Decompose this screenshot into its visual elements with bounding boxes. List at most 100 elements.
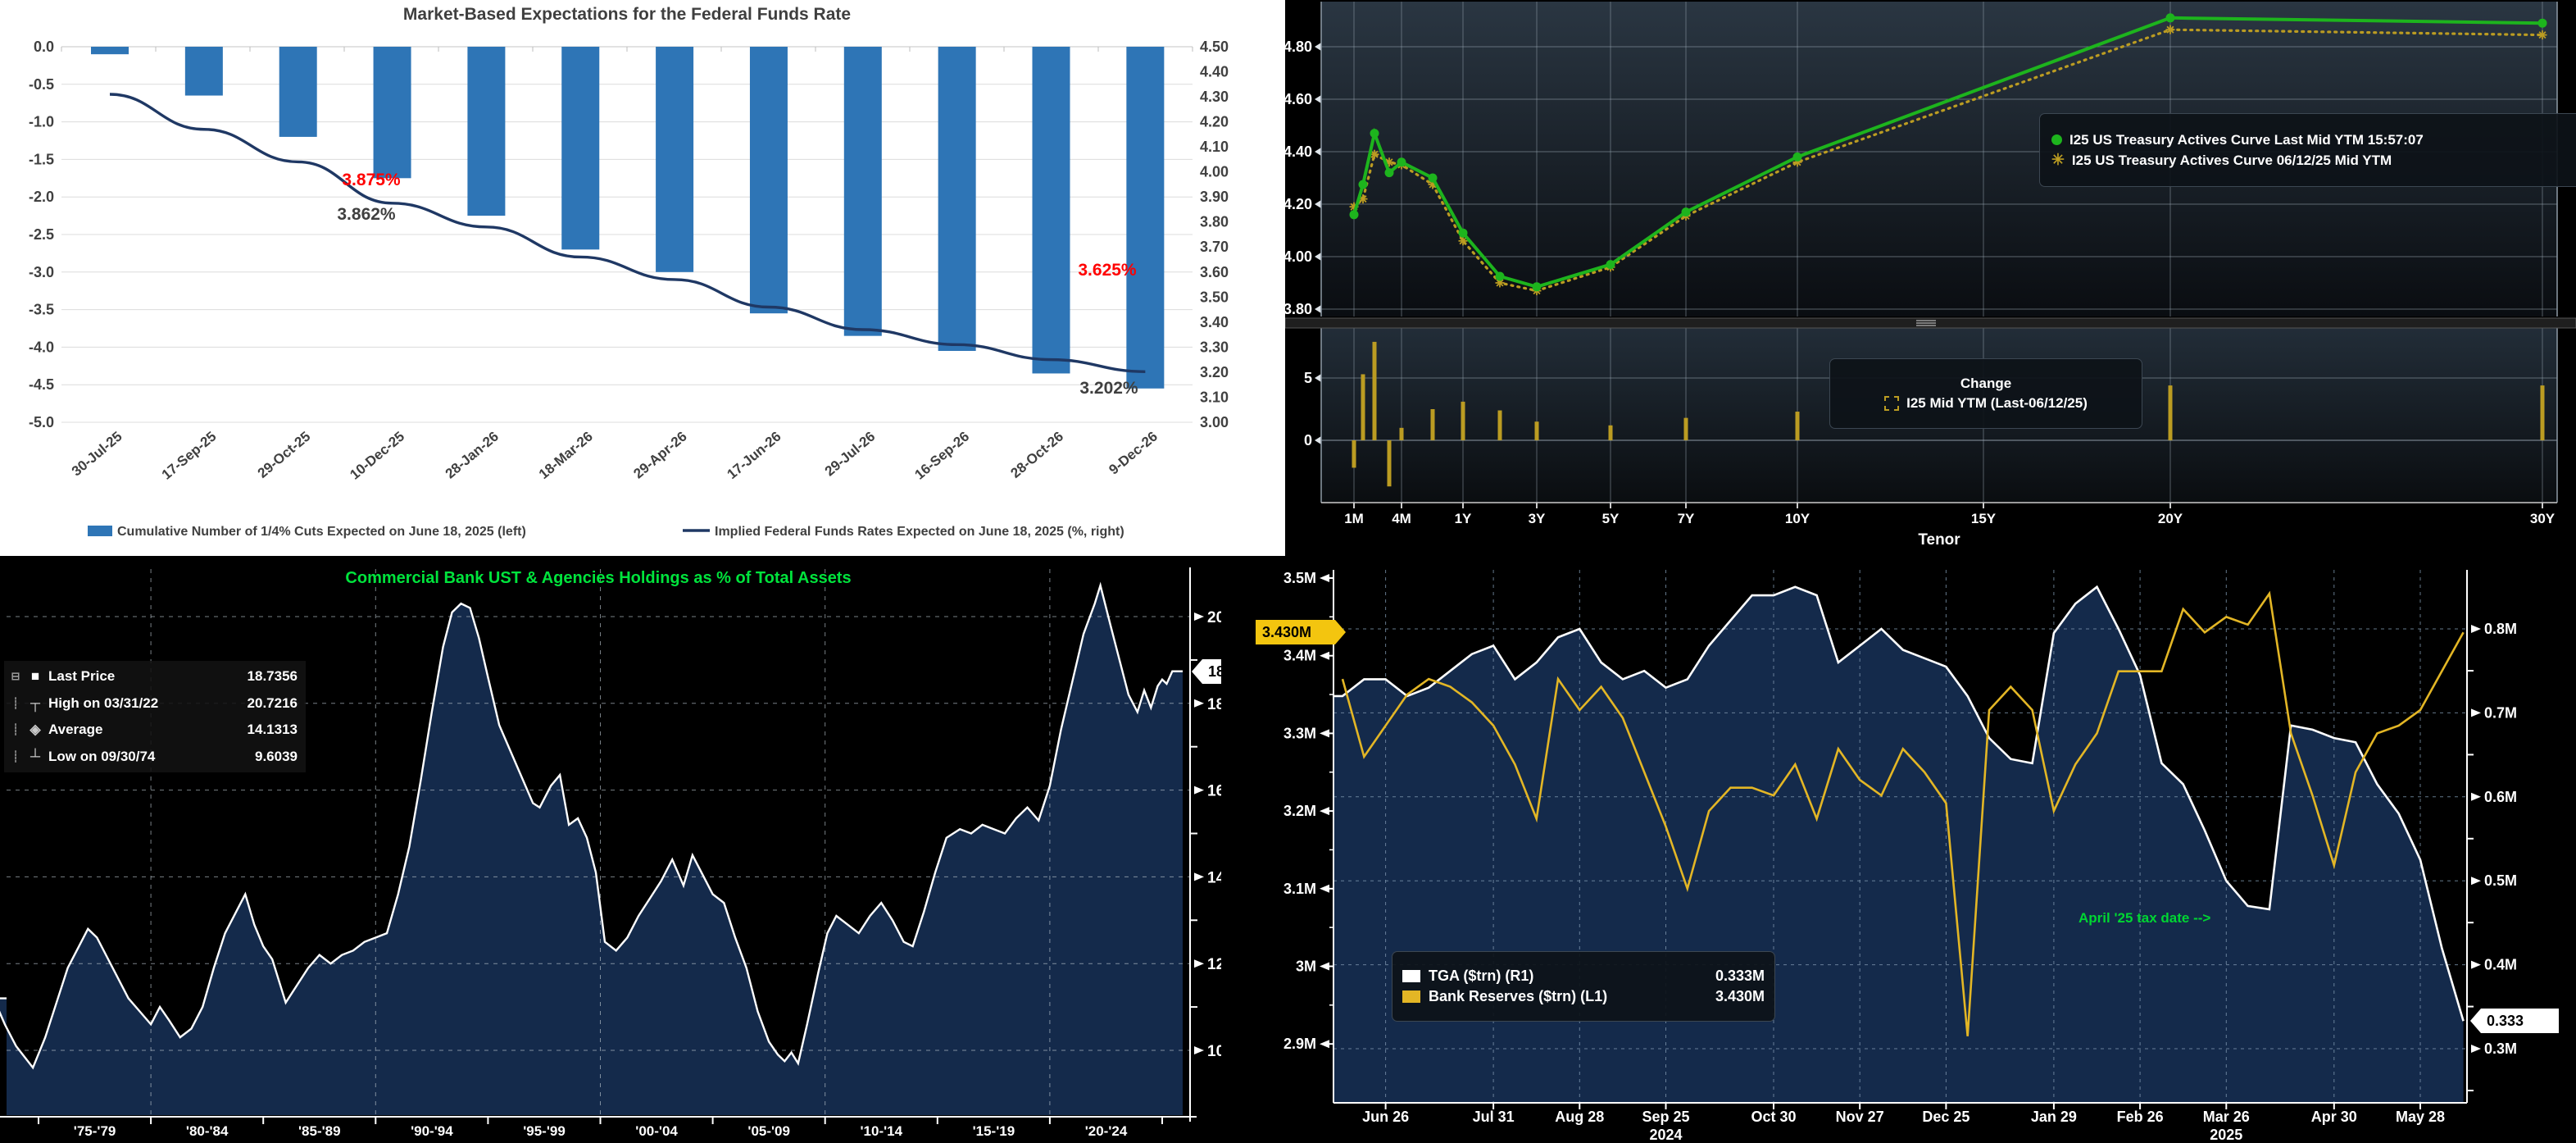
tga-axis-tick: 0.4M: [2484, 957, 2517, 973]
axis-arrow-icon: [1320, 574, 1329, 582]
stat-value: 14.1313: [247, 722, 298, 738]
change-panel-legend[interactable]: Change I25 Mid YTM (Last-06/12/25): [1829, 358, 2142, 429]
cuts-bar: [1126, 47, 1165, 389]
tree-line: ┊: [12, 723, 19, 736]
axis-arrow-icon: [1315, 436, 1321, 444]
tga-reserves-legend[interactable]: TGA ($trn) (R1) 0.333M Bank Reserves ($t…: [1392, 951, 1775, 1022]
curve-point-marker: [2537, 18, 2547, 28]
curve-point-marker: [1370, 129, 1379, 139]
period-tick-label: '95-'99: [523, 1123, 566, 1139]
annotation-oct26-dot: 3.625%: [1078, 261, 1137, 280]
curve-point-marker: [1349, 210, 1359, 220]
holdings-stats-legend[interactable]: ⊟ ■ Last Price 18.7356 ┊ ┬ High on 03/31/22 20…: [4, 661, 306, 772]
tenor-tick-label: 1Y: [1455, 511, 1472, 526]
change-bar: [1608, 425, 1613, 440]
tl-left-axis-tick: -2.5: [29, 226, 54, 243]
stat-label: Average: [48, 722, 103, 738]
tl-x-label: 29-Apr-26: [630, 429, 689, 482]
tl-right-axis-tick: 3.10: [1200, 389, 1229, 405]
reserves-axis-tick: 2.9M: [1283, 1036, 1316, 1052]
tga-line: [1333, 585, 2465, 1022]
axis-arrow-icon: [1194, 872, 1204, 881]
axis-arrow-icon: [1315, 305, 1321, 313]
panel-tga-bank-reserves: 0.8M 0.7M 0.6M 0.5M 0.4M 0.3M 3.5M 3.4M 3.3M 3.2M…: [1221, 566, 2576, 1143]
change-bar: [1497, 410, 1502, 440]
date-tick-label: Mar 26: [2203, 1109, 2250, 1125]
tl-legend-bars: Cumulative Number of 1/4% Cuts Expected …: [117, 525, 526, 539]
tl-left-axis-tick: -4.5: [29, 376, 54, 393]
axis-arrow-icon: [1315, 200, 1321, 208]
tl-right-axis-tick: 3.80: [1200, 214, 1229, 230]
treasury-curve-chart[interactable]: 1M 4M 1Y 3Y 5Y 7Y 10Y 15Y 20Y 30Y 4.80 4.60 4.40 4.20…: [1285, 0, 2576, 566]
date-tick-label: Jun 26: [1362, 1109, 1409, 1125]
axis-arrow-icon: [1320, 807, 1329, 816]
tree-expander-icon[interactable]: ⊟: [11, 670, 20, 682]
reserves-axis-tick: 3.3M: [1283, 725, 1316, 741]
tl-right-axis-tick: 4.10: [1200, 139, 1229, 155]
curve-point-marker: [1428, 173, 1438, 183]
green-dot-icon: [2051, 134, 2062, 145]
tl-left-axis-tick: -2.0: [29, 189, 54, 205]
asterisk-marker: [1496, 279, 1504, 287]
treasury-curve-legend[interactable]: I25 US Treasury Actives Curve Last Mid Y…: [2039, 113, 2576, 187]
tree-line: ┊: [12, 749, 19, 763]
stat-label: High on 03/31/22: [48, 694, 159, 711]
tga-legend-label: TGA ($trn) (R1): [1429, 968, 1534, 984]
tl-right-axis-tick: 3.90: [1200, 189, 1229, 205]
period-tick-label: '00-'04: [635, 1123, 678, 1139]
panel-fed-funds-expectations: Market-Based Expectations for the Federa…: [0, 0, 1285, 566]
cuts-bar: [561, 47, 600, 250]
tl-right-axis-tick: 3.40: [1200, 314, 1229, 330]
axis-arrow-icon: [2471, 960, 2481, 969]
reserves-axis-tick: 3.4M: [1283, 648, 1316, 664]
date-tick-label: Jan 29: [2031, 1109, 2077, 1125]
tl-x-label: 17-Sep-25: [159, 429, 220, 483]
holdings-axis-tick: 20.00: [1207, 609, 1221, 626]
fed-funds-chart[interactable]: 0.0 -0.5 -1.0 -1.5 -2.0 -2.5 -3.0 -3.5 -4.0 -4.5 -…: [0, 0, 1285, 556]
axis-arrow-icon: [1320, 884, 1329, 893]
axis-arrow-icon: [2471, 708, 2481, 717]
tl-x-label: 29-Jul-26: [822, 429, 879, 480]
date-tick-label: Oct 30: [1751, 1109, 1796, 1125]
period-tick-label: '05-'09: [747, 1123, 790, 1139]
curve-point-marker: [2165, 13, 2175, 23]
reserves-axis-badge: 3.430M: [1256, 620, 1346, 644]
curve-point-marker: [1495, 271, 1505, 281]
reserves-axis-tick: 3M: [1296, 959, 1316, 975]
change-bar: [1430, 409, 1435, 440]
change-bar: [1372, 341, 1377, 440]
tl-left-axis-tick: -1.0: [29, 114, 54, 130]
holdings-area-fill: [0, 585, 1183, 1115]
axis-arrow-icon: [1194, 699, 1204, 708]
bank-ust-holdings-title: Commercial Bank UST & Agencies Holdings …: [345, 569, 852, 587]
period-tick-label: '20-'24: [1085, 1123, 1128, 1139]
tl-right-axis-tick: 3.30: [1200, 339, 1229, 355]
tl-left-axis-tick: -5.0: [29, 414, 54, 430]
holdings-axis-tick: 10.00: [1207, 1043, 1221, 1060]
annotation-dec25-implied: 3.862%: [337, 205, 396, 224]
bank-ust-holdings-chart[interactable]: 20.00 18.00 16.00 14.00 12.00 10.00 '75-'79 '80…: [0, 566, 1221, 1143]
tenor-axis-title: Tenor: [1918, 531, 1960, 549]
yield-axis-tick: 4.60: [1285, 91, 1312, 107]
axis-arrow-icon: [2471, 625, 2481, 633]
yield-axis-tick: 4.20: [1285, 196, 1312, 212]
tga-reserves-chart[interactable]: 0.8M 0.7M 0.6M 0.5M 0.4M 0.3M 3.5M 3.4M 3.3M 3.2M…: [1221, 566, 2576, 1143]
curve-legend-prior: I25 US Treasury Actives Curve 06/12/25 M…: [2071, 152, 2392, 168]
dashed-bar-swatch-icon: [1884, 396, 1900, 411]
reserves-swatch-icon: [1402, 990, 1420, 1003]
period-tick-label: '75-'79: [74, 1123, 116, 1139]
stat-value: 9.6039: [255, 748, 298, 764]
curve-legend-last: I25 US Treasury Actives Curve Last Mid Y…: [2069, 131, 2424, 148]
date-tick-label: Feb 26: [2117, 1109, 2164, 1125]
fed-funds-title: Market-Based Expectations for the Federa…: [402, 5, 852, 24]
axis-arrow-icon: [2471, 1045, 2481, 1053]
tl-x-label: 30-Jul-25: [69, 429, 125, 480]
tga-legend-value: 0.333M: [1715, 968, 1765, 984]
high-marker-icon: ┬: [30, 694, 41, 711]
tga-axis-tick: 0.5M: [2484, 872, 2517, 889]
tga-area-fill: [1333, 586, 2464, 1103]
tl-left-axis-tick: -0.5: [29, 76, 54, 93]
tga-axis-tick: 0.7M: [2484, 704, 2517, 721]
change-bar: [1361, 374, 1365, 440]
tenor-tick-label: 7Y: [1678, 511, 1695, 526]
